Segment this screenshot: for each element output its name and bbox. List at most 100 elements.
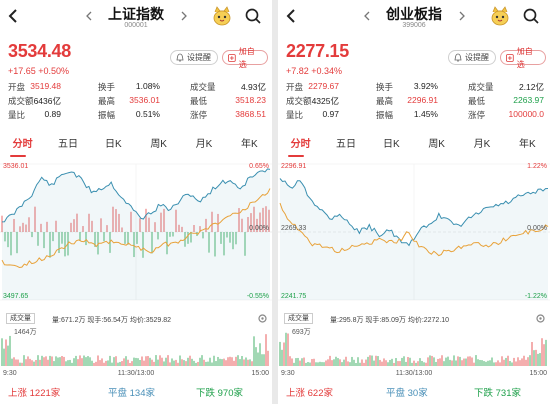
stat-label: 振幅 — [376, 110, 394, 120]
index-code: 000001 — [124, 22, 148, 29]
unchanged-count: 平盘 134家 — [108, 388, 155, 399]
market-breadth: 上涨 622家 平盘 30家 下跌 731家 — [278, 380, 550, 404]
volume-indicator-select[interactable]: 成交量 — [6, 313, 35, 324]
tab-2[interactable]: 日K — [382, 139, 400, 150]
chart-tabs: 分时 五日 日K 周K 月K 年K — [278, 137, 550, 155]
set-alert-label: 设提醒 — [187, 53, 211, 62]
search-icon[interactable] — [523, 8, 539, 24]
time-axis-label: 15:00 — [251, 370, 269, 377]
stats-row: 量比 0.89 振幅 0.51% 涨停 3868.51 — [8, 109, 266, 123]
stat-label: 振幅 — [98, 110, 116, 120]
axis-pct-bottom-label: -0.55% — [247, 293, 269, 300]
plus-box-icon — [228, 53, 236, 62]
tab-1[interactable]: 五日 — [335, 139, 356, 150]
tab-3[interactable]: 周K — [428, 139, 445, 150]
time-axis-label: 9:30 — [281, 370, 295, 377]
time-axis-label: 15:00 — [529, 370, 547, 377]
tab-4[interactable]: 月K — [473, 139, 491, 150]
settings-gear-icon[interactable] — [257, 313, 268, 324]
back-arrow-icon[interactable] — [285, 8, 297, 24]
tab-5[interactable]: 年K — [240, 139, 258, 150]
stat-label: 换手 — [98, 82, 116, 92]
add-watchlist-button[interactable]: 加自选 — [222, 47, 268, 69]
next-chevron-icon[interactable] — [181, 11, 187, 21]
stat-value: 0.89 — [44, 109, 61, 119]
stat-label: 最高 — [98, 96, 116, 106]
bell-icon — [454, 53, 462, 62]
add-watchlist-button[interactable]: 加自选 — [500, 47, 546, 69]
stat-label: 量比 — [8, 110, 26, 120]
settings-gear-icon[interactable] — [535, 313, 546, 324]
time-axis-label: 11:30/13:00 — [396, 370, 433, 377]
average-line — [279, 202, 549, 257]
stat-value: 2279.67 — [308, 81, 339, 91]
stat-label: 最低 — [468, 96, 486, 106]
prev-chevron-icon[interactable] — [364, 11, 370, 21]
search-icon[interactable] — [245, 8, 261, 24]
index-panel-1: 创业板指 399006 2277.15 +7.82 +0.34% 设提醒 加自选… — [278, 0, 550, 404]
stat-label: 成交额 — [8, 96, 34, 106]
tab-2[interactable]: 日K — [104, 139, 122, 150]
stats-grid: 开盘 3519.48 换手 1.08% 成交量 4.93亿 成交额 6436亿 最高 3536.0… — [8, 81, 266, 123]
stat-value: 1.08% — [135, 81, 160, 91]
page-title: 上证指数 — [108, 6, 164, 22]
advancers-count: 上涨 1221家 — [8, 388, 61, 399]
add-watchlist-label: 加自选 — [238, 46, 255, 69]
set-alert-label: 设提醒 — [465, 53, 489, 62]
plus-box-icon — [506, 53, 514, 62]
average-line — [1, 188, 271, 269]
tab-0[interactable]: 分时 — [12, 139, 33, 150]
stats-row: 开盘 3519.48 换手 1.08% 成交量 4.93亿 — [8, 81, 266, 95]
axis-top-label: 2296.91 — [281, 163, 306, 170]
axis-pct-top-label: 0.65% — [249, 163, 269, 170]
set-alert-button[interactable]: 设提醒 — [170, 50, 218, 65]
price-area — [2, 168, 270, 300]
mascot-icon[interactable] — [490, 6, 510, 26]
stats-grid: 开盘 2279.67 换手 3.92% 成交量 2.12亿 成交额 4325亿 最高 2296.9… — [286, 81, 544, 123]
next-chevron-icon[interactable] — [459, 11, 465, 21]
stat-value: 3536.01 — [129, 95, 160, 105]
set-alert-button[interactable]: 设提醒 — [448, 50, 496, 65]
tab-5[interactable]: 年K — [518, 139, 536, 150]
current-price: 2277.15 — [286, 41, 349, 61]
intraday-chart[interactable]: 2296.91 2269.33 2241.75 1.22% 0.00% -1.22% — [278, 158, 550, 310]
price-area — [280, 178, 548, 300]
add-watchlist-label: 加自选 — [516, 46, 533, 69]
time-axis-label: 9:30 — [3, 370, 17, 377]
current-price: 3534.48 — [8, 41, 71, 61]
tab-0[interactable]: 分时 — [290, 139, 311, 150]
tab-1[interactable]: 五日 — [57, 139, 78, 150]
page-title: 创业板指 — [386, 6, 442, 22]
intraday-chart[interactable]: 3536.01 3497.65 0.65% 0.00% -0.55% — [0, 158, 272, 310]
stat-label: 换手 — [376, 82, 394, 92]
stat-value: 0.51% — [135, 109, 160, 119]
tab-4[interactable]: 月K — [195, 139, 213, 150]
axis-bottom-label: 2241.75 — [281, 293, 306, 300]
price-change: +7.82 +0.34% — [286, 66, 343, 76]
stat-label: 开盘 — [8, 82, 26, 92]
decliners-count: 下跌 970家 — [196, 388, 243, 399]
volume-indicator-select[interactable]: 成交量 — [284, 313, 313, 324]
mascot-icon[interactable] — [212, 6, 232, 26]
axis-pct-top-label: 1.22% — [527, 163, 547, 170]
advancers-count: 上涨 622家 — [286, 388, 333, 399]
decliners-count: 下跌 731家 — [474, 388, 521, 399]
axis-top-label: 3536.01 — [3, 163, 28, 170]
back-arrow-icon[interactable] — [7, 8, 19, 24]
stat-value: 2296.91 — [407, 95, 438, 105]
tab-3[interactable]: 周K — [150, 139, 167, 150]
bell-icon — [176, 53, 184, 62]
volume-chart: 1464万 9:30 11:30/13:00 15:00 — [1, 328, 269, 377]
stat-label: 开盘 — [286, 82, 304, 92]
volume-bar-header: 成交量 量:295.8万 现手:85.09万 均价:2272.10 — [278, 312, 550, 326]
prev-chevron-icon[interactable] — [86, 11, 92, 21]
stats-row: 开盘 2279.67 换手 3.92% 成交量 2.12亿 — [286, 81, 544, 95]
axis-pct-mid-label: 0.00% — [249, 225, 269, 232]
stat-value: 6436亿 — [33, 96, 61, 106]
stat-label: 成交量 — [468, 82, 494, 92]
active-tab-underline — [288, 155, 304, 157]
chart-tabs: 分时 五日 日K 周K 月K 年K — [0, 137, 272, 155]
active-tab-underline — [10, 155, 26, 157]
stats-row: 量比 0.97 振幅 1.45% 涨停 100000.0 — [286, 109, 544, 123]
